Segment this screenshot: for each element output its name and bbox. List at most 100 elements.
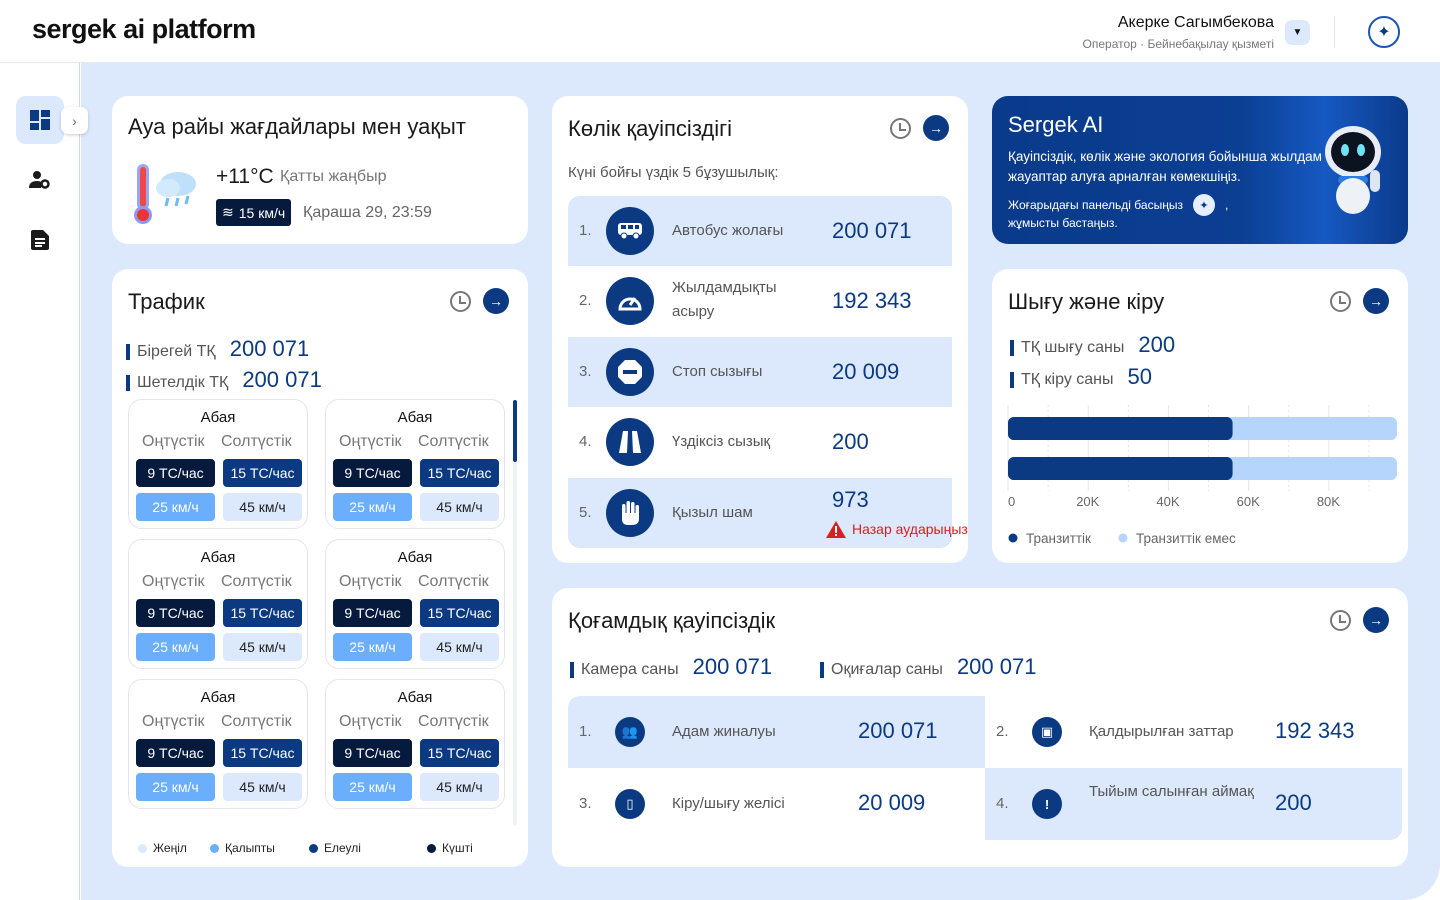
violation-label: Жылдамдықты асыру	[672, 279, 777, 321]
tick-label: 0	[1008, 494, 1015, 509]
legend-dot	[138, 843, 147, 853]
exits-open-button[interactable]: →	[1363, 288, 1389, 314]
speed-south: 25 км/ч	[333, 773, 412, 801]
user-menu-button[interactable]: ▼	[1285, 20, 1310, 45]
exit-entry-chart: 0 20K 40K 60K 80K Транзиттік Транзиттік емес	[1007, 405, 1397, 546]
stat-label: ТҚ шығу саны	[1010, 340, 1124, 356]
stat-label: Шетелдік ТҚ	[126, 375, 228, 391]
dashboard-icon	[30, 110, 50, 130]
street-name: Абая	[200, 689, 236, 706]
ai-hint-comma: ,	[1224, 198, 1229, 212]
violation-label: Қызыл шам	[672, 503, 753, 521]
direction-south: Оңтүстік	[339, 573, 402, 590]
direction-north: Солтүстік	[221, 433, 292, 450]
wind-badge: ≋ 15 км/ч	[216, 199, 292, 226]
legend-dot	[1118, 533, 1128, 543]
sparkle-icon: ✦	[1192, 194, 1215, 216]
rank-number: 2.	[996, 723, 1009, 740]
flow-north: 15 ТС/час	[420, 599, 499, 627]
incident-row[interactable]: 4. ! Тыйым салынған аймақ 200	[985, 768, 1402, 840]
legend-label: Жеңіл	[153, 841, 187, 855]
stat-value: 200	[1138, 332, 1176, 357]
incident-label: Адам жиналуы	[672, 723, 776, 740]
legend-dot	[309, 843, 318, 853]
wind-speed: 15 км/ч	[238, 204, 286, 221]
wind-icon: ≋	[222, 204, 234, 220]
direction-south: Оңтүстік	[142, 433, 205, 450]
exit-entry-card: Шығу және кіру → ТҚ шығу саны 200 ТҚ кіру…	[992, 269, 1408, 563]
sidebar-item-dashboard[interactable]	[16, 96, 64, 144]
sidebar-item-reports[interactable]	[16, 216, 64, 264]
violation-label: Стоп сызығы	[672, 362, 763, 380]
stat-value: 200 071	[956, 654, 1037, 679]
datetime: Қараша 29, 23:59	[303, 204, 432, 221]
street-traffic-card[interactable]: Абая Оңтүстік Солтүстік 9 ТС/час 15 ТС/ч…	[325, 399, 505, 529]
tick-label: 20K	[1076, 494, 1099, 509]
stat-value: 200 071	[242, 367, 322, 392]
direction-north: Солтүстік	[418, 433, 489, 450]
legend-item: Жеңіл	[138, 841, 187, 855]
alert-icon: !	[1032, 789, 1062, 819]
incident-row[interactable]: 2. ▣ Қалдырылған заттар 192 343	[985, 696, 1402, 768]
rank-number: 2.	[579, 292, 592, 310]
document-icon	[31, 230, 49, 250]
luggage-icon: ▣	[1032, 717, 1062, 747]
weather-condition: Қатты жаңбыр	[280, 168, 387, 185]
violation-row[interactable]: 2. Жылдамдықты асыру 192 343	[568, 266, 952, 336]
violation-count: 192 343	[832, 288, 912, 314]
legend-label: Елеулі	[324, 841, 361, 855]
street-traffic-card[interactable]: Абая Оңтүстік Солтүстік 9 ТС/час 15 ТС/ч…	[128, 679, 308, 809]
ai-assistant-button[interactable]: ✦	[1368, 16, 1400, 48]
sidebar	[0, 63, 80, 900]
public-open-button[interactable]: →	[1363, 607, 1389, 633]
history-icon[interactable]	[890, 118, 911, 139]
flow-south: 9 ТС/час	[333, 599, 412, 627]
stat-label: Бірегей ТҚ	[126, 344, 216, 360]
history-icon[interactable]	[1330, 291, 1351, 312]
incident-row[interactable]: 1. 👥 Адам жиналуы 200 071	[568, 696, 985, 768]
public-safety-card: Қоғамдық қауіпсіздік → Камера саны 200 07…	[552, 588, 1408, 867]
stat-value: 50	[1127, 364, 1152, 389]
history-icon[interactable]	[1330, 610, 1351, 631]
violation-row[interactable]: 1. Автобус жолағы 200 071	[568, 196, 952, 266]
violation-row[interactable]: 3. Стоп сызығы 20 009	[568, 336, 952, 407]
incident-count: 192 343	[1275, 718, 1355, 743]
scrollbar-thumb[interactable]	[513, 400, 517, 462]
robot-mascot-icon	[1325, 126, 1381, 214]
street-traffic-card[interactable]: Абая Оңтүстік Солтүстік 9 ТС/час 15 ТС/ч…	[128, 539, 308, 669]
violation-row[interactable]: 5. Қызыл шам 973 Назар аударыңыз	[568, 477, 968, 548]
stat-cameras: Камера саны 200 071	[570, 654, 772, 680]
direction-north: Солтүстік	[221, 573, 292, 590]
scrollbar[interactable]	[513, 400, 517, 825]
crowd-icon: 👥	[615, 717, 645, 747]
traffic-open-button[interactable]: →	[483, 288, 509, 314]
speed-south: 25 км/ч	[136, 633, 215, 661]
incident-count: 20 009	[858, 790, 926, 815]
violation-label: Үздіксіз сызық	[672, 433, 771, 451]
street-traffic-card[interactable]: Абая Оңтүстік Солтүстік 9 ТС/час 15 ТС/ч…	[128, 399, 308, 529]
rank-number: 4.	[996, 795, 1009, 812]
temperature: +11°C	[216, 165, 274, 188]
stat-label: ТҚ кіру саны	[1010, 372, 1114, 388]
history-icon[interactable]	[450, 291, 471, 312]
street-traffic-card[interactable]: Абая Оңтүстік Солтүстік 9 ТС/час 15 ТС/ч…	[325, 539, 505, 669]
solid-line-icon	[606, 418, 654, 467]
vehicle-open-button[interactable]: →	[923, 115, 949, 141]
violation-row[interactable]: 4. Үздіксіз сызық 200	[568, 407, 952, 477]
speed-south: 25 км/ч	[136, 773, 215, 801]
direction-north: Солтүстік	[418, 713, 489, 730]
violation-count: 973	[832, 486, 869, 512]
sidebar-item-users[interactable]	[16, 156, 64, 204]
door-icon: ▯	[615, 789, 645, 819]
sidebar-expand-button[interactable]: ›	[61, 107, 88, 134]
chevron-right-icon: ›	[72, 112, 77, 129]
arrow-right-icon: →	[1369, 293, 1383, 309]
flow-north: 15 ТС/час	[223, 599, 302, 627]
rank-number: 3.	[579, 362, 592, 380]
ai-description: Қауіпсіздік, көлік және экология бойынша…	[1008, 149, 1322, 184]
speedometer-icon	[606, 277, 654, 326]
incident-row[interactable]: 3. ▯ Кіру/шығу желісі 20 009	[568, 768, 985, 840]
legend-item: Елеулі	[309, 841, 361, 855]
street-traffic-card[interactable]: Абая Оңтүстік Солтүстік 9 ТС/час 15 ТС/ч…	[325, 679, 505, 809]
sergek-ai-card[interactable]: Sergek AI Қауіпсіздік, көлік және эколог…	[992, 96, 1408, 244]
